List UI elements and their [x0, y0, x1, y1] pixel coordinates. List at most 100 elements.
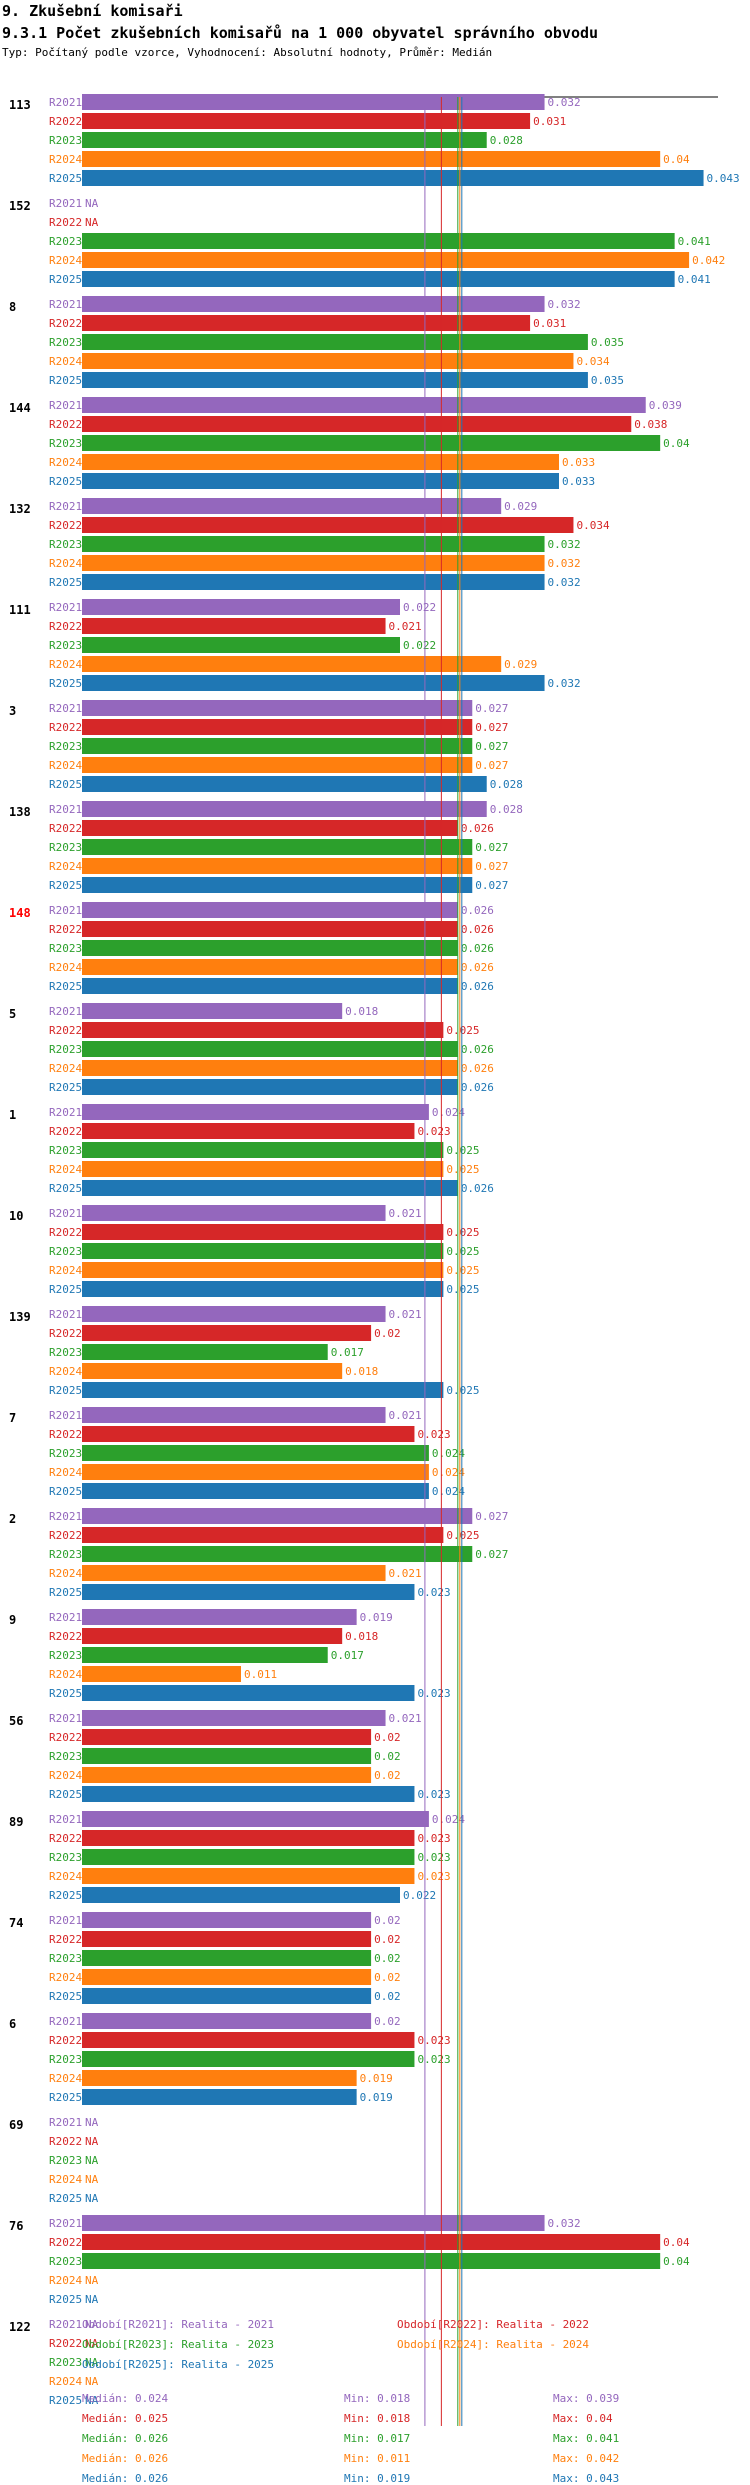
series-label: R2025 [49, 879, 82, 892]
group-label: 111 [9, 603, 31, 617]
series-label: R2021 [49, 399, 82, 412]
series-label: R2025 [49, 980, 82, 993]
data-label: 0.026 [461, 961, 494, 974]
bar [82, 839, 473, 855]
data-label: 0.026 [461, 1043, 494, 1056]
data-label: 0.033 [562, 475, 595, 488]
data-label: 0.021 [389, 1409, 422, 1422]
data-label: 0.025 [446, 1144, 479, 1157]
bar [82, 940, 458, 956]
series-label: R2025 [49, 1889, 82, 1902]
series-label: R2025 [49, 2394, 82, 2407]
bar [82, 902, 458, 918]
bar [82, 2013, 372, 2029]
data-label: 0.032 [548, 298, 581, 311]
data-label: 0.023 [417, 1870, 450, 1883]
data-label: 0.022 [403, 601, 436, 614]
series-label: R2021 [49, 601, 82, 614]
data-label: 0.032 [548, 96, 581, 109]
data-label: 0.026 [461, 904, 494, 917]
legend-period-r2025: Období[R2025]: Realita - 2025 [82, 2358, 275, 2371]
na-label: NA [85, 2375, 99, 2388]
bar [82, 858, 473, 874]
bar [82, 271, 675, 287]
series-label: R2024 [49, 2173, 82, 2186]
bar [82, 296, 545, 312]
bar [82, 1079, 458, 1095]
data-label: 0.025 [446, 1163, 479, 1176]
data-label: 0.027 [475, 702, 508, 715]
series-label: R2023 [49, 437, 82, 450]
legend-stat-max: Max: 0.039 [553, 2392, 620, 2405]
series-label: R2024 [49, 1062, 82, 1075]
series-label: R2021 [49, 1005, 82, 1018]
bar [82, 2032, 415, 2048]
data-label: 0.025 [446, 1529, 479, 1542]
data-label: 0.031 [533, 317, 566, 330]
bar [82, 1849, 415, 1865]
bar [82, 1969, 372, 1985]
data-label: 0.034 [576, 355, 609, 368]
bar [82, 315, 531, 331]
data-label: 0.026 [461, 923, 494, 936]
series-label: R2025 [49, 1283, 82, 1296]
bar [82, 233, 675, 249]
data-label: 0.025 [446, 1024, 479, 1037]
bar [82, 170, 704, 186]
series-label: R2021 [49, 2116, 82, 2129]
series-label: R2021 [49, 803, 82, 816]
bar [82, 1382, 444, 1398]
legend-stat-median: Medián: 0.025 [82, 2412, 169, 2425]
data-label: 0.028 [490, 134, 523, 147]
group-label: 76 [9, 2219, 23, 2233]
data-label: 0.027 [475, 759, 508, 772]
series-label: R2024 [49, 1466, 82, 1479]
data-label: 0.022 [403, 1889, 436, 1902]
data-label: 0.018 [345, 1630, 378, 1643]
bar [82, 1767, 372, 1783]
series-label: R2021 [49, 197, 82, 210]
series-label: R2023 [49, 235, 82, 248]
group-label: 69 [9, 2118, 23, 2132]
data-label: 0.02 [374, 1769, 401, 1782]
series-label: R2024 [49, 557, 82, 570]
series-label: R2025 [49, 677, 82, 690]
series-label: R2023 [49, 1447, 82, 1460]
data-label: 0.032 [548, 2217, 581, 2230]
data-label: 0.025 [446, 1245, 479, 1258]
bar [82, 2051, 415, 2067]
group-label: 152 [9, 199, 31, 213]
bar [82, 959, 458, 975]
bar [82, 978, 458, 994]
data-label: 0.017 [331, 1346, 364, 1359]
bar [82, 1565, 386, 1581]
bar [82, 574, 545, 590]
data-label: 0.024 [432, 1485, 465, 1498]
bar [82, 700, 473, 716]
bar [82, 2234, 661, 2250]
bar [82, 1407, 386, 1423]
data-label: 0.023 [417, 1586, 450, 1599]
legend-period-r2022: Období[R2022]: Realita - 2022 [397, 2318, 590, 2331]
data-label: 0.041 [678, 273, 711, 286]
bar [82, 498, 502, 514]
data-label: 0.039 [649, 399, 682, 412]
bar [82, 1224, 444, 1240]
data-label: 0.035 [591, 336, 624, 349]
data-label: 0.021 [389, 1567, 422, 1580]
series-label: R2024 [49, 1365, 82, 1378]
bar [82, 1786, 415, 1802]
legend-period-r2021: Období[R2021]: Realita - 2021 [82, 2318, 275, 2331]
bar [82, 1426, 415, 1442]
series-label: R2025 [49, 475, 82, 488]
na-label: NA [85, 2135, 99, 2148]
data-label: 0.034 [576, 519, 609, 532]
series-label: R2023 [49, 1851, 82, 1864]
data-label: 0.027 [475, 841, 508, 854]
data-label: 0.02 [374, 1750, 401, 1763]
group-label: 113 [9, 98, 31, 112]
data-label: 0.043 [707, 172, 740, 185]
data-label: 0.021 [389, 620, 422, 633]
bar [82, 334, 588, 350]
data-label: 0.035 [591, 374, 624, 387]
